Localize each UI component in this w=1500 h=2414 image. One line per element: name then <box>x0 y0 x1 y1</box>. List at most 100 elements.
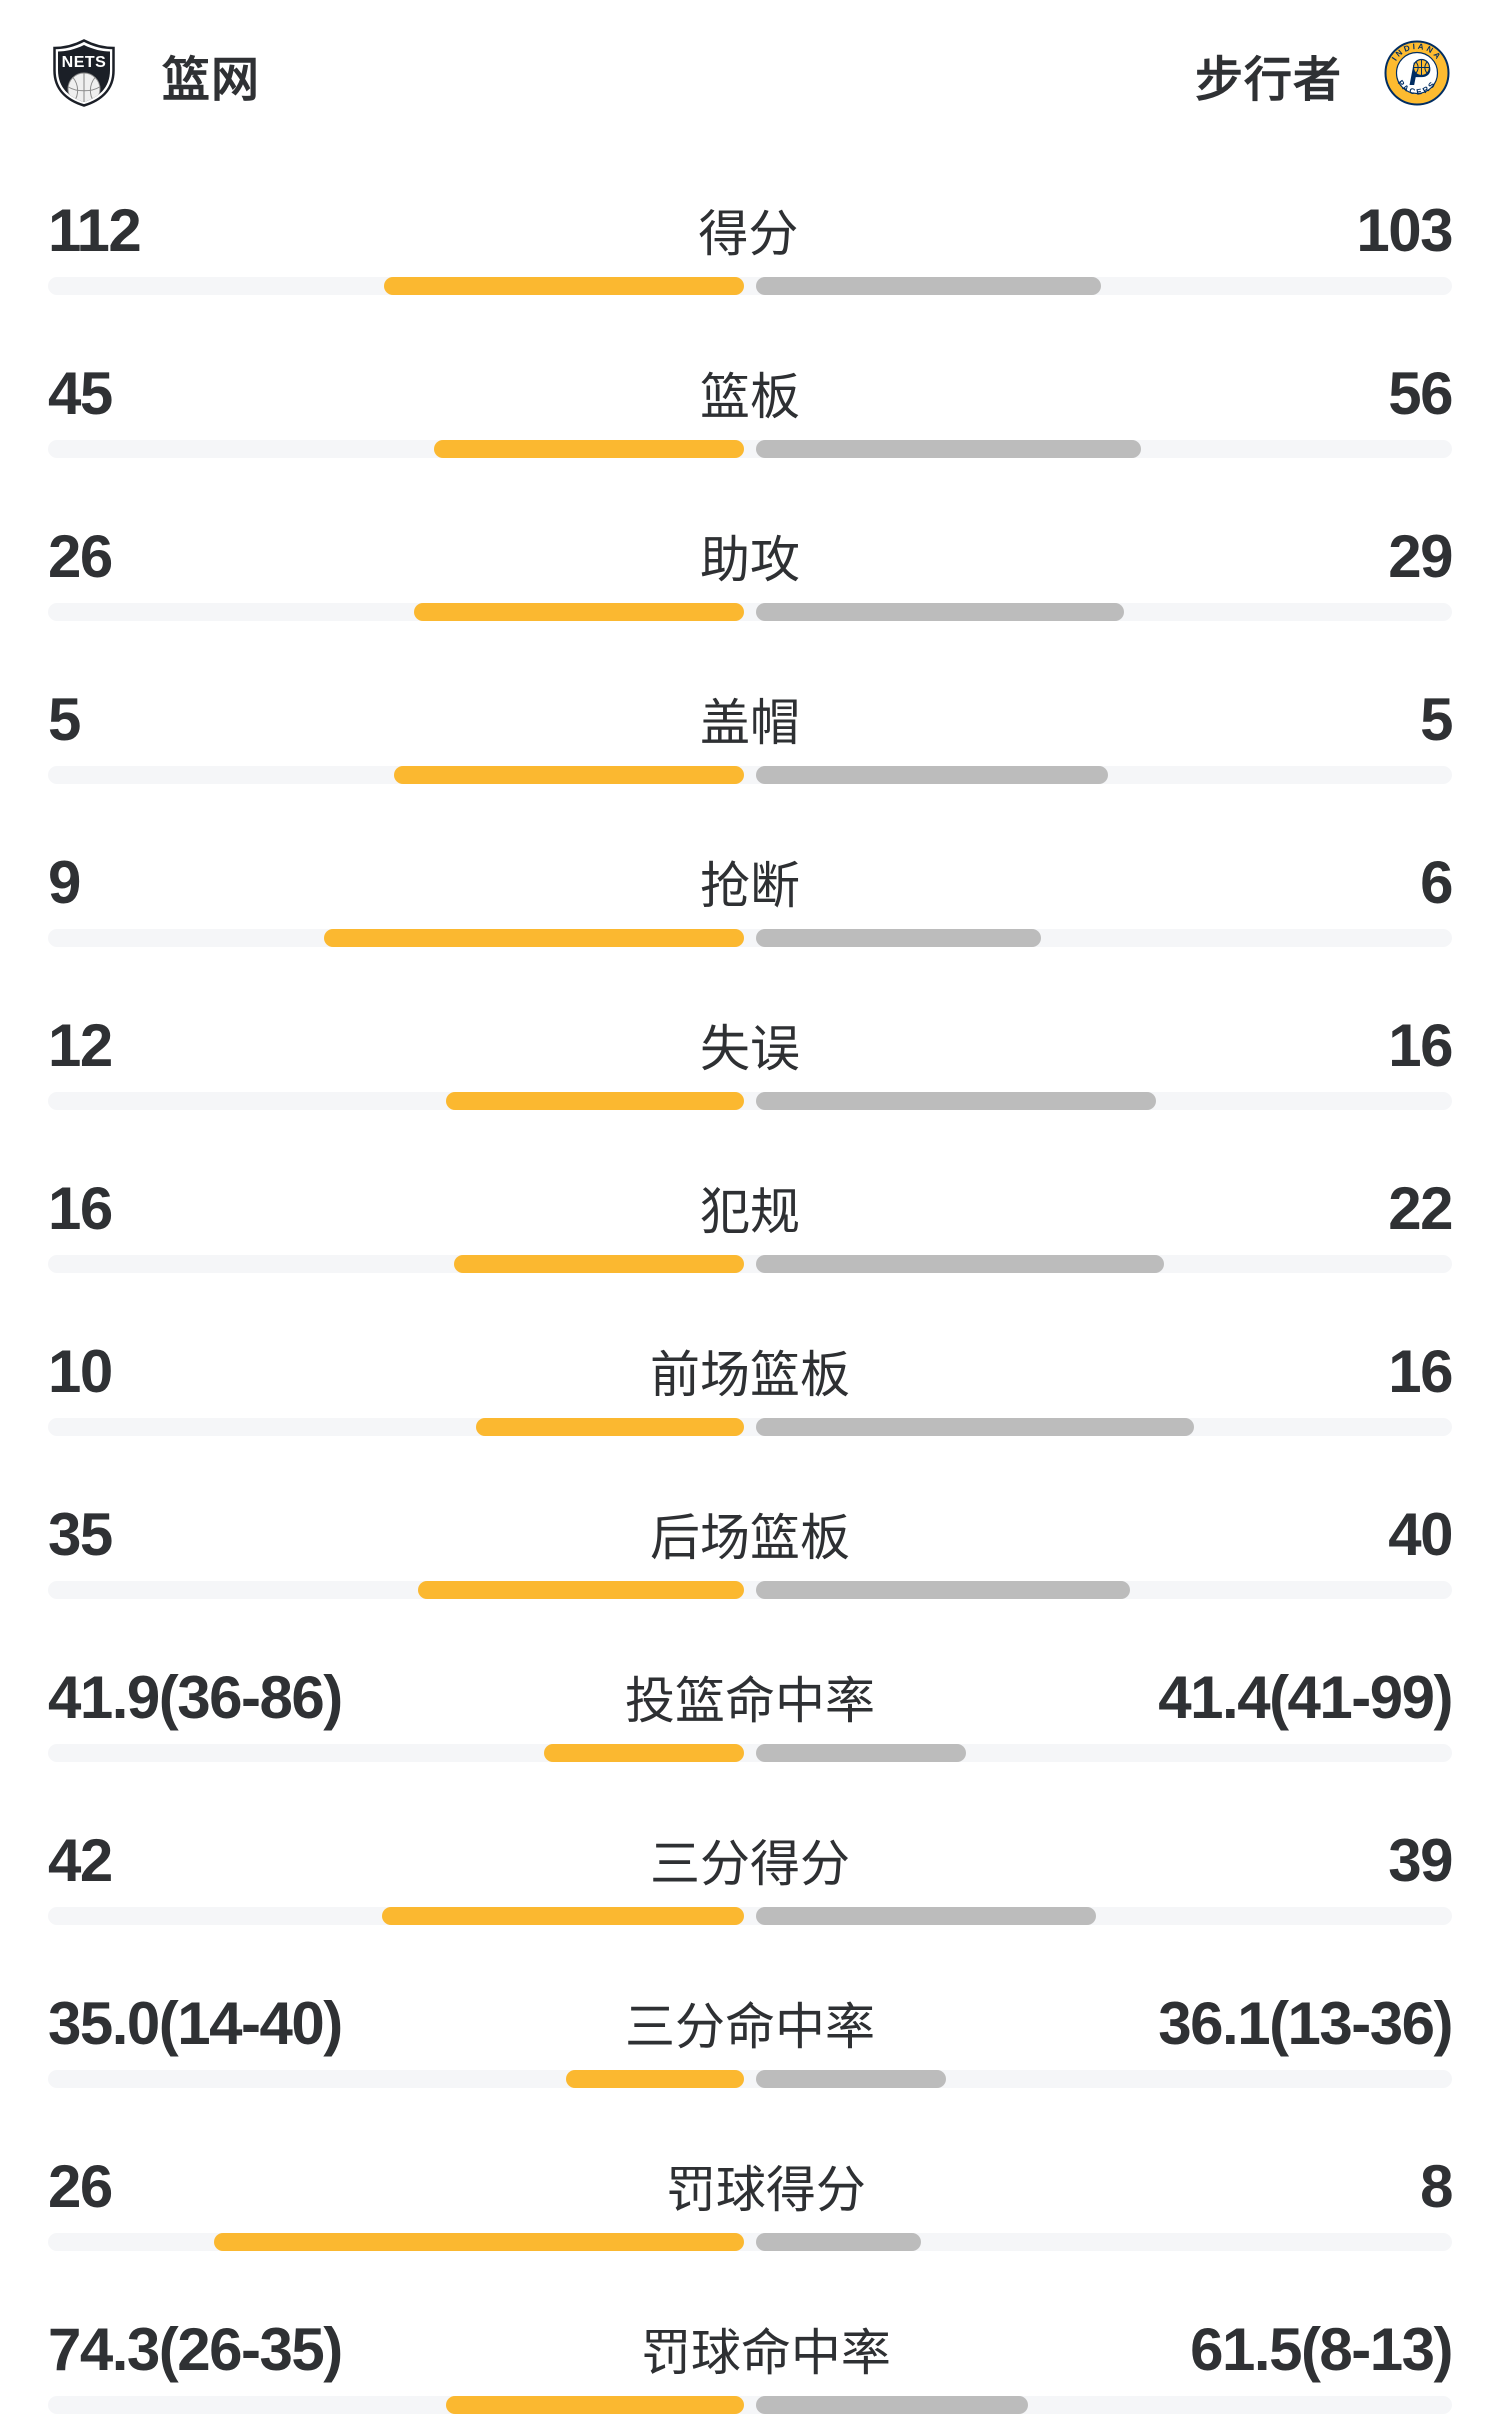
stat-row: 41.9(36-86) 投篮命中率 41.4(41-99) <box>48 1664 1453 1762</box>
stat-bar-track <box>48 1418 1452 1436</box>
left-bar <box>394 766 744 784</box>
stat-bar-track <box>48 1255 1452 1273</box>
away-team-name: 步行者 <box>1194 54 1342 107</box>
stat-row-values: 41.9(36-86) 投篮命中率 41.4(41-99) <box>48 1664 1453 1732</box>
right-bar <box>756 2396 1028 2414</box>
left-value: 112 <box>48 197 142 264</box>
stat-row: 42 三分得分 39 <box>48 1827 1453 1925</box>
stat-row: 16 犯规 22 <box>48 1175 1453 1273</box>
right-value: 61.5(8-13) <box>1190 2316 1453 2383</box>
right-bar <box>756 2070 946 2088</box>
right-bar <box>756 1907 1096 1925</box>
left-bar <box>446 1092 744 1110</box>
stat-bar-track <box>48 440 1452 458</box>
match-stats-header: NETS 篮网 步行者 INDIANA PACERS P <box>0 0 1500 108</box>
stat-row: 9 抢断 6 <box>48 849 1453 947</box>
stat-label: 三分命中率 <box>625 1999 875 2055</box>
stat-row: 112 得分 103 <box>48 197 1453 295</box>
right-value: 103 <box>1356 197 1453 264</box>
right-bar <box>756 2233 921 2251</box>
stat-label: 三分得分 <box>650 1836 850 1892</box>
left-bar <box>214 2233 744 2251</box>
stat-label: 犯规 <box>700 1184 800 1240</box>
stat-row: 45 篮板 56 <box>48 360 1453 458</box>
left-bar <box>382 1907 744 1925</box>
stat-row: 10 前场篮板 16 <box>48 1338 1453 1436</box>
left-value: 35.0(14-40) <box>48 1990 343 2057</box>
away-team-header: 步行者 INDIANA PACERS P <box>1195 40 1450 111</box>
stat-label: 助攻 <box>700 532 800 588</box>
right-value: 8 <box>1420 2153 1453 2220</box>
right-value: 5 <box>1420 686 1453 753</box>
right-value: 41.4(41-99) <box>1158 1664 1453 1731</box>
stat-label: 前场篮板 <box>650 1347 850 1403</box>
stat-row-values: 16 犯规 22 <box>48 1175 1453 1243</box>
stat-row: 5 盖帽 5 <box>48 686 1453 784</box>
left-bar <box>418 1581 744 1599</box>
stat-row-values: 10 前场篮板 16 <box>48 1338 1453 1406</box>
stat-row: 35.0(14-40) 三分命中率 36.1(13-36) <box>48 1990 1453 2088</box>
left-value: 45 <box>48 360 113 427</box>
right-bar <box>756 1744 966 1762</box>
svg-text:NETS: NETS <box>62 54 107 71</box>
left-value: 42 <box>48 1827 113 1894</box>
stats-list: 112 得分 103 45 篮板 56 26 助攻 29 <box>0 200 1500 2414</box>
stat-label: 得分 <box>698 206 799 262</box>
right-value: 39 <box>1388 1827 1453 1894</box>
left-value: 12 <box>48 1012 113 1079</box>
right-bar <box>756 1092 1156 1110</box>
left-bar <box>566 2070 744 2088</box>
stat-row-values: 45 篮板 56 <box>48 360 1453 428</box>
left-value: 9 <box>48 849 81 916</box>
stat-bar-track <box>48 1907 1452 1925</box>
right-bar <box>756 766 1108 784</box>
stat-row-values: 35.0(14-40) 三分命中率 36.1(13-36) <box>48 1990 1453 2058</box>
stat-row-values: 74.3(26-35) 罚球命中率 61.5(8-13) <box>48 2316 1453 2384</box>
home-team-header: NETS 篮网 <box>52 38 261 112</box>
left-bar <box>544 1744 744 1762</box>
stat-label: 投篮命中率 <box>625 1673 875 1729</box>
stat-label: 抢断 <box>700 858 800 914</box>
stat-label: 篮板 <box>700 369 800 425</box>
right-value: 16 <box>1388 1012 1453 1079</box>
left-value: 5 <box>48 686 81 753</box>
stat-bar-track <box>48 2070 1452 2088</box>
right-bar <box>756 603 1124 621</box>
stat-label: 罚球命中率 <box>640 2325 891 2381</box>
stat-bar-track <box>48 766 1452 784</box>
right-value: 56 <box>1388 360 1453 427</box>
stat-row-values: 12 失误 16 <box>48 1012 1453 1080</box>
right-bar <box>756 929 1041 947</box>
left-value: 35 <box>48 1501 113 1568</box>
right-value: 16 <box>1388 1338 1453 1405</box>
left-bar <box>476 1418 744 1436</box>
left-bar <box>434 440 744 458</box>
stat-row: 35 后场篮板 40 <box>48 1501 1453 1599</box>
stat-row-values: 42 三分得分 39 <box>48 1827 1453 1895</box>
stat-row-values: 5 盖帽 5 <box>48 686 1453 754</box>
stat-row: 12 失误 16 <box>48 1012 1453 1110</box>
left-bar <box>414 603 744 621</box>
stat-bar-track <box>48 1581 1452 1599</box>
right-value: 36.1(13-36) <box>1158 1990 1453 2057</box>
right-bar <box>756 440 1141 458</box>
stat-row-values: 26 罚球得分 8 <box>48 2153 1453 2221</box>
left-bar <box>454 1255 744 1273</box>
stat-row-values: 26 助攻 29 <box>48 526 1453 591</box>
stat-bar-track <box>48 603 1452 621</box>
stat-bar-track <box>48 2233 1452 2251</box>
pacers-circle-logo-icon: INDIANA PACERS P <box>1384 40 1450 111</box>
left-value: 16 <box>48 1175 113 1242</box>
home-team-name: 篮网 <box>162 54 261 107</box>
stat-row-values: 9 抢断 6 <box>48 849 1453 917</box>
right-value: 40 <box>1388 1501 1453 1568</box>
stat-label: 失误 <box>700 1021 800 1077</box>
left-bar <box>384 277 744 295</box>
stat-label: 罚球得分 <box>665 2162 866 2218</box>
left-bar <box>324 929 744 947</box>
right-bar <box>756 1418 1194 1436</box>
stat-label: 盖帽 <box>700 695 800 751</box>
stat-bar-track <box>48 929 1452 947</box>
nets-shield-logo-icon: NETS <box>52 38 116 112</box>
left-value: 26 <box>48 2153 113 2220</box>
